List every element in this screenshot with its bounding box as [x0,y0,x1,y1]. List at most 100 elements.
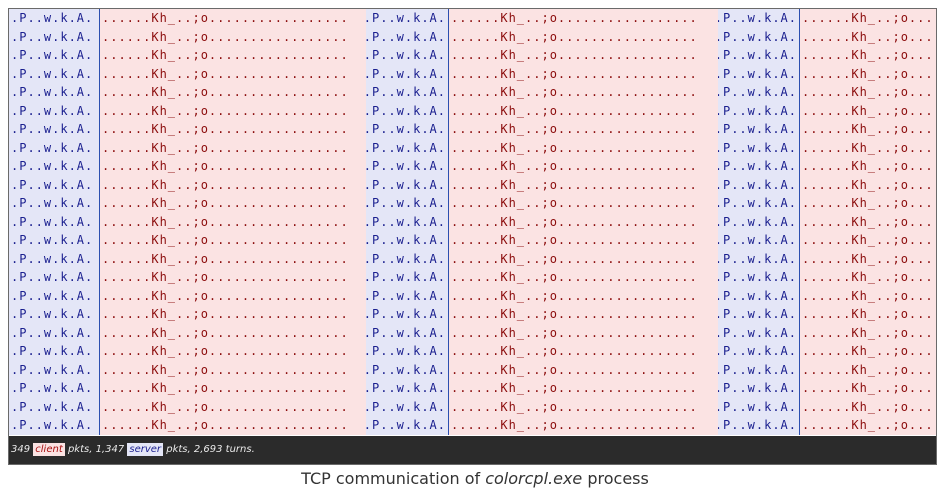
client-data-segment: ......Kh_..;o................. [448,286,718,305]
server-data-segment: .P..w.k.A. [9,46,99,65]
stream-row: .P..w.k.A. ......Kh_..;o.................… [9,46,936,65]
client-data-segment: ......Kh_..;o................. [799,360,936,379]
stream-row: .P..w.k.A. ......Kh_..;o.................… [9,360,936,379]
client-data-segment: ......Kh_..;o................. [448,305,718,324]
client-data-segment: ......Kh_..;o................. [799,268,936,287]
server-data-segment: .P..w.k.A. [9,27,99,46]
server-data-segment: .A.k.w..P........................... [718,212,799,231]
server-data-segment: .A.k.w..P........................... [718,64,799,83]
server-data-segment: .A.k.w..P........................... [718,101,799,120]
stream-content[interactable]: .P..w.k.A. ......Kh_..;o.................… [9,9,936,436]
client-data-segment: ......Kh_..;o................. [99,83,366,102]
server-data-segment: .P..w.k.A. [9,9,99,28]
stream-row: .P..w.k.A. ......Kh_..;o.................… [9,231,936,250]
client-badge: client [33,443,65,456]
client-data-segment: ......Kh_..;o................. [99,138,366,157]
server-data-segment: .A.k.w..P........................... [366,416,448,435]
client-data-segment: ......Kh_..;o................. [99,231,366,250]
client-data-segment: ......Kh_..;o................. [448,342,718,361]
server-data-segment: .A.k.w..P........................... [718,379,799,398]
server-data-segment: .P..w.k.A. [9,249,99,268]
status-bar: 349 client pkts, 1,347 server pkts, 2,69… [9,436,936,464]
figure-caption: TCP communication of colorcpl.exe proces… [0,469,950,488]
stream-row: .P..w.k.A. ......Kh_..;o.................… [9,157,936,176]
client-data-segment: ......Kh_..;o................. [99,27,366,46]
client-data-segment: ......Kh_..;o................. [799,83,936,102]
client-data-segment: ......Kh_..;o................. [799,9,936,28]
client-data-segment: ......Kh_..;o................. [448,212,718,231]
server-data-segment: .A.k.w..P........................... [366,157,448,176]
client-data-segment: ......Kh_..;o................. [99,194,366,213]
client-data-segment: ......Kh_..;o................. [448,9,718,28]
client-data-segment: ......Kh_..;o................. [448,416,718,435]
client-data-segment: ......Kh_..;o................. [448,194,718,213]
client-data-segment: ......Kh_..;o................. [99,360,366,379]
server-data-segment: .A.k.w..P........................... [718,175,799,194]
client-data-segment: ......Kh_..;o................. [799,101,936,120]
stream-row: .P..w.k.A. ......Kh_..;o.................… [9,83,936,102]
client-data-segment: ......Kh_..;o................. [448,249,718,268]
stream-row: .P..w.k.A. ......Kh_..;o.................… [9,323,936,342]
server-data-segment: .A.k.w..P........................... [718,83,799,102]
server-data-segment: .P..w.k.A. [9,268,99,287]
server-badge: server [127,443,164,456]
server-data-segment: .P..w.k.A. [9,194,99,213]
client-data-segment: ......Kh_..;o................. [448,157,718,176]
server-data-segment: .P..w.k.A. [9,397,99,416]
client-data-segment: ......Kh_..;o................. [99,9,366,28]
server-data-segment: .A.k.w..P........................... [718,397,799,416]
server-data-segment: .P..w.k.A. [9,286,99,305]
stream-row: .P..w.k.A. ......Kh_..;o.................… [9,138,936,157]
client-data-segment: ......Kh_..;o................. [799,27,936,46]
server-data-segment: .A.k.w..P........................... [366,64,448,83]
stream-row: .P..w.k.A. ......Kh_..;o.................… [9,249,936,268]
client-data-segment: ......Kh_..;o................. [799,46,936,65]
client-data-segment: ......Kh_..;o................. [799,342,936,361]
client-data-segment: ......Kh_..;o................. [799,379,936,398]
client-data-segment: ......Kh_..;o................. [99,342,366,361]
server-data-segment: .A.k.w..P........................... [718,157,799,176]
stream-row: .P..w.k.A. ......Kh_..;o.................… [9,268,936,287]
server-data-segment: .P..w.k.A. [9,175,99,194]
client-data-segment: ......Kh_..;o................. [99,249,366,268]
stream-row: .P..w.k.A. ......Kh_..;o.................… [9,194,936,213]
stream-row: .P..w.k.A. ......Kh_..;o.................… [9,27,936,46]
client-data-segment: ......Kh_..;o................. [799,175,936,194]
stream-row: .P..w.k.A. ......Kh_..;o.................… [9,286,936,305]
client-data-segment: ......Kh_..;o................. [448,397,718,416]
server-data-segment: .A.k.w..P........................... [718,9,799,28]
server-data-segment: .P..w.k.A. [9,157,99,176]
server-data-segment: .A.k.w..P........................... [718,342,799,361]
client-data-segment: ......Kh_..;o................. [448,27,718,46]
caption-suffix: process [582,469,649,488]
client-data-segment: ......Kh_..;o................. [799,323,936,342]
server-data-segment: .A.k.w..P........................... [366,9,448,28]
client-data-segment: ......Kh_..;o................. [448,231,718,250]
client-data-segment: ......Kh_..;o................. [799,231,936,250]
stream-row: .P..w.k.A. ......Kh_..;o.................… [9,397,936,416]
client-packet-count: 349 [11,444,31,455]
client-data-segment: ......Kh_..;o................. [799,64,936,83]
client-data-segment: ......Kh_..;o................. [448,379,718,398]
server-data-segment: .P..w.k.A. [9,138,99,157]
client-data-segment: ......Kh_..;o................. [99,175,366,194]
server-data-segment: .P..w.k.A. [9,120,99,139]
server-data-segment: .A.k.w..P........................... [718,286,799,305]
stream-row: .P..w.k.A. ......Kh_..;o.................… [9,175,936,194]
server-data-segment: .A.k.w..P........................... [718,360,799,379]
server-data-segment: .A.k.w..P........................... [366,175,448,194]
client-data-segment: ......Kh_..;o................. [799,212,936,231]
server-data-segment: .P..w.k.A. [9,323,99,342]
client-data-segment: ......Kh_..;o................. [799,194,936,213]
caption-prefix: TCP communication of [301,469,486,488]
client-data-segment: ......Kh_..;o................. [448,120,718,139]
server-data-segment: .A.k.w..P........................... [366,342,448,361]
server-data-segment: .A.k.w..P........................... [366,286,448,305]
server-data-segment: .A.k.w..P........................... [718,416,799,435]
server-data-segment: .A.k.w..P........................... [718,305,799,324]
client-data-segment: ......Kh_..;o................. [448,83,718,102]
client-data-segment: ......Kh_..;o................. [448,138,718,157]
client-data-segment: ......Kh_..;o................. [799,397,936,416]
packet-summary-suffix: pkts, 2,693 turns. [166,444,255,455]
server-data-segment: .P..w.k.A. [9,212,99,231]
